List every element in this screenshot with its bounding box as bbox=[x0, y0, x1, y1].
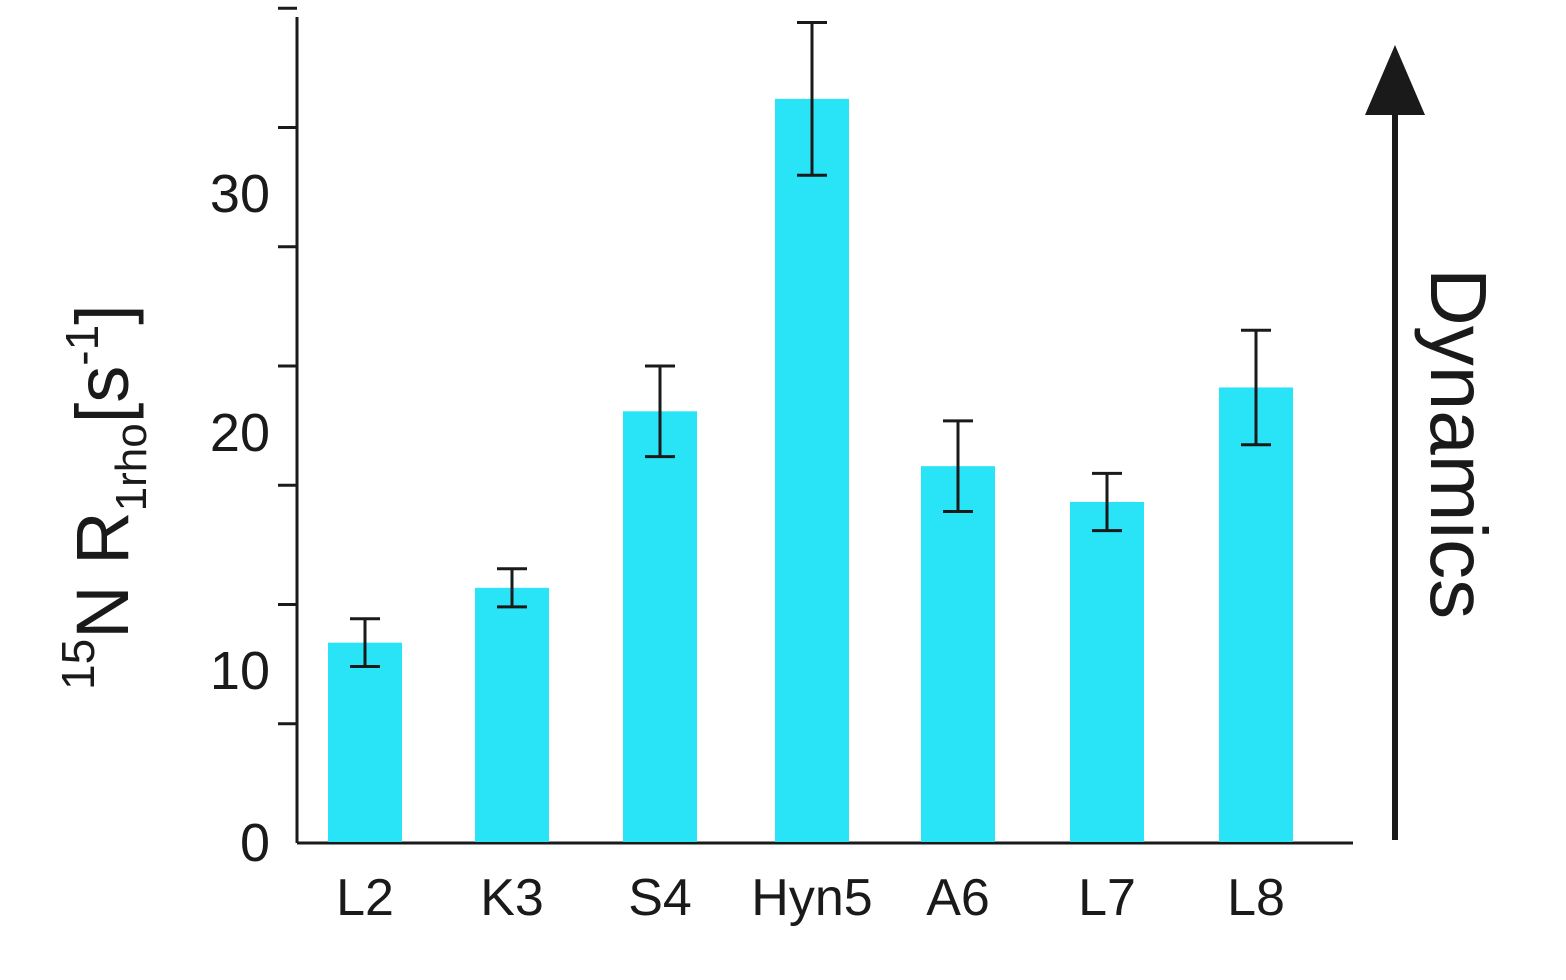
bar bbox=[775, 98, 849, 842]
bar bbox=[623, 411, 697, 842]
y-tick-labels: 0 10 20 30 bbox=[210, 164, 270, 873]
y-label-unit-close: ] bbox=[61, 304, 144, 325]
dynamics-label: Dynamics bbox=[1414, 268, 1503, 619]
x-tick-label: A6 bbox=[926, 869, 990, 927]
x-tick-label: Hyn5 bbox=[751, 869, 872, 927]
y-tick-label: 20 bbox=[210, 403, 270, 463]
x-tick-label: S4 bbox=[628, 869, 692, 927]
x-tick-labels: L2 K3 S4 Hyn5 A6 L7 L8 bbox=[336, 869, 1285, 927]
error-bars bbox=[350, 21, 1271, 669]
y-tick-label: 10 bbox=[210, 641, 270, 701]
x-tick-label: L7 bbox=[1078, 869, 1136, 927]
y-label-unit-superscript: -1 bbox=[56, 325, 108, 366]
y-tick-label: 0 bbox=[240, 813, 270, 873]
y-label-subscript: 1rho bbox=[107, 423, 156, 511]
y-label-unit-open: [s bbox=[61, 366, 144, 424]
bar bbox=[1070, 501, 1144, 842]
x-tick-label: L8 bbox=[1227, 869, 1285, 927]
y-axis-label: 15N R1rho[s-1] bbox=[52, 304, 156, 690]
bar bbox=[921, 466, 995, 842]
dynamics-arrow-head bbox=[1365, 45, 1425, 115]
bar bbox=[328, 642, 402, 842]
bars bbox=[328, 98, 1293, 842]
x-tick-label: K3 bbox=[480, 869, 544, 927]
x-tick-label: L2 bbox=[336, 869, 394, 927]
y-tick-label: 30 bbox=[210, 164, 270, 224]
y-label-superscript: 15 bbox=[52, 639, 104, 690]
y-ticks bbox=[278, 6, 297, 726]
bar bbox=[475, 587, 549, 842]
y-label-main: N R bbox=[61, 511, 144, 638]
bar bbox=[1219, 387, 1293, 842]
